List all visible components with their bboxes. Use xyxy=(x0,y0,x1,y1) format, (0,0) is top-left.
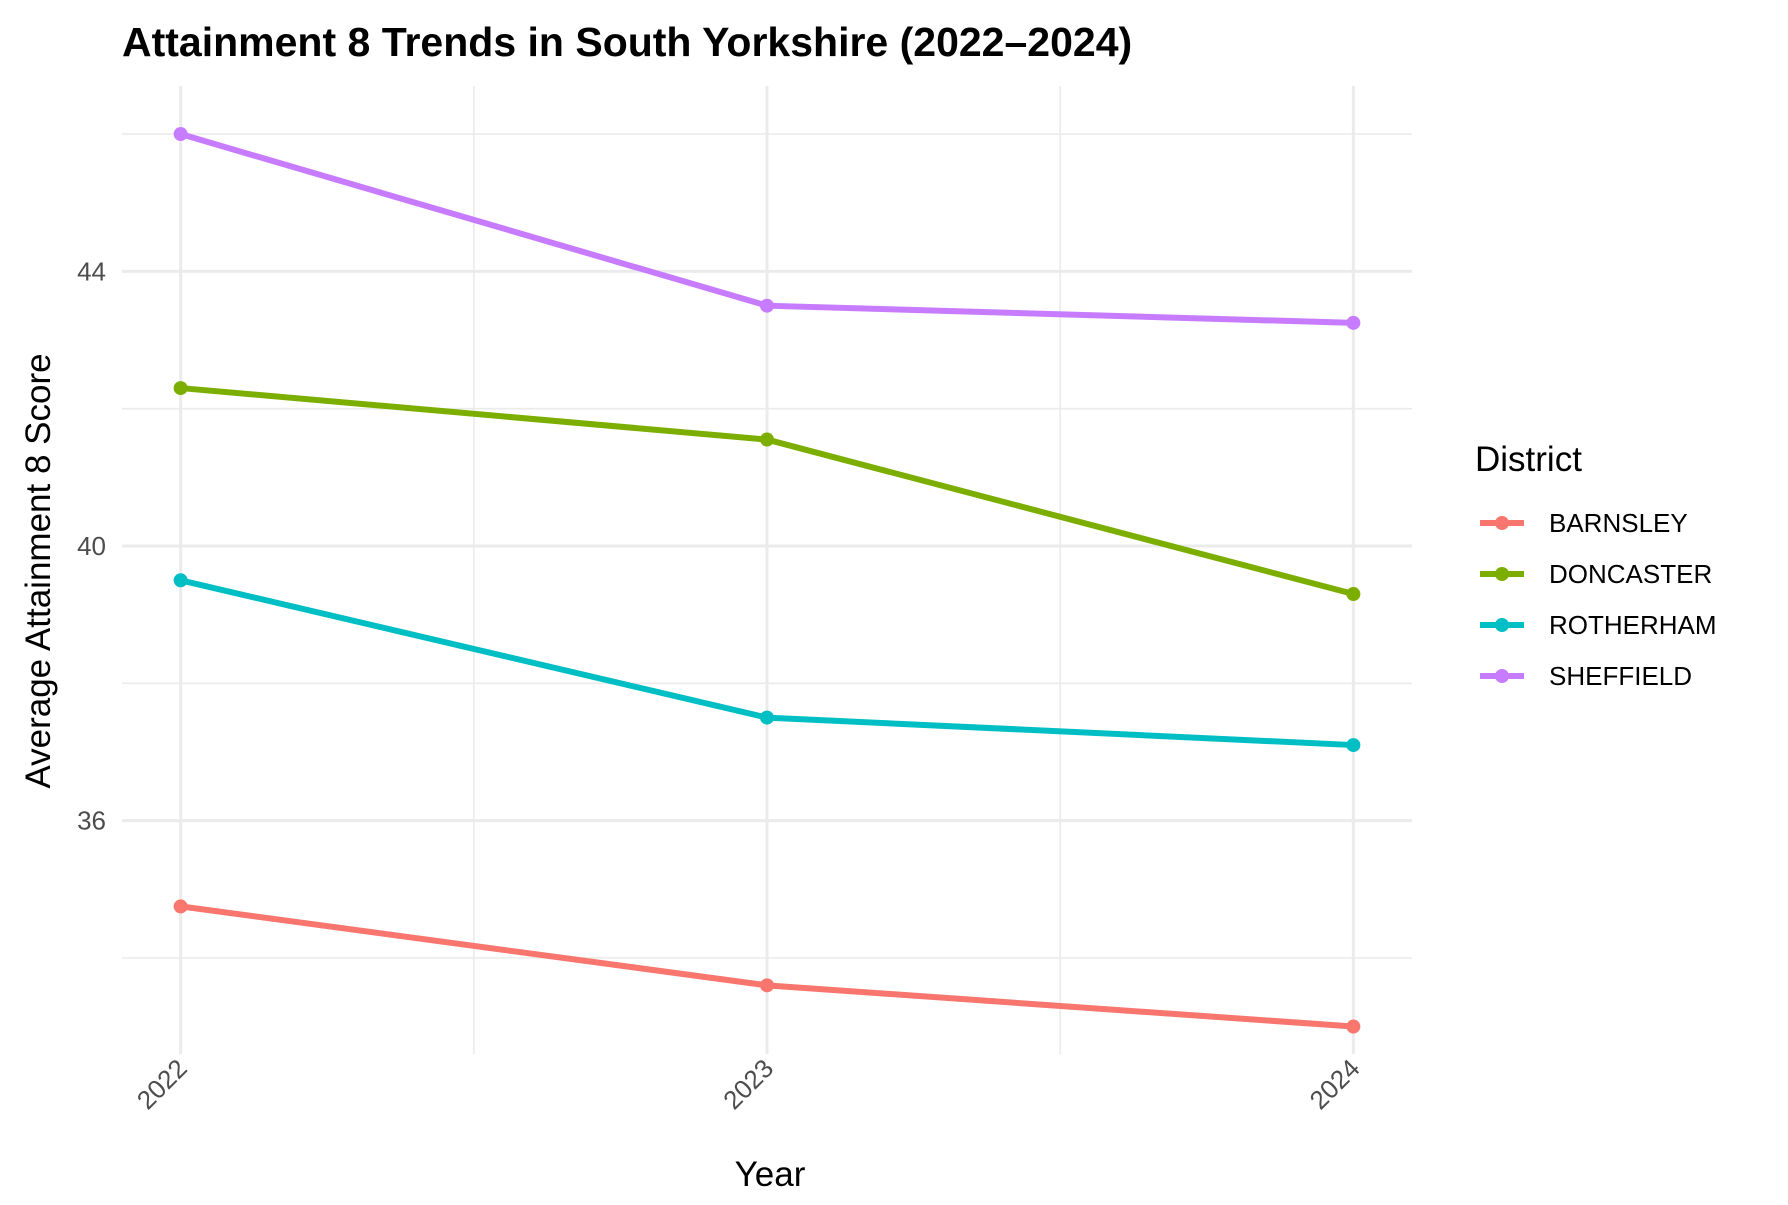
legend-key-point xyxy=(1495,516,1509,530)
data-point-sheffield xyxy=(760,298,774,313)
legend-item-barnsley: BARNSLEY xyxy=(1480,508,1688,538)
y-tick-label: 44 xyxy=(77,256,106,286)
x-axis-ticks: 2022 2023 2024 xyxy=(131,1053,1366,1115)
y-axis-title: Average Attainment 8 Score xyxy=(19,353,58,788)
legend-label: DONCASTER xyxy=(1549,559,1712,589)
legend-label: BARNSLEY xyxy=(1549,508,1688,538)
data-point-doncaster xyxy=(173,381,188,396)
data-point-sheffield xyxy=(173,127,188,142)
series-group xyxy=(173,127,1361,1034)
legend-item-sheffield: SHEFFIELD xyxy=(1480,661,1692,691)
series-rotherham xyxy=(173,573,1361,753)
y-tick-label: 36 xyxy=(77,806,106,836)
x-tick-label: 2024 xyxy=(1303,1053,1365,1115)
legend-item-doncaster: DONCASTER xyxy=(1480,559,1712,589)
data-point-barnsley xyxy=(760,978,774,993)
data-point-rotherham xyxy=(760,710,774,725)
legend-title: District xyxy=(1475,440,1582,479)
chart-title: Attainment 8 Trends in South Yorkshire (… xyxy=(122,19,1132,65)
data-point-barnsley xyxy=(1346,1019,1361,1034)
data-point-doncaster xyxy=(1346,587,1361,602)
x-axis-title: Year xyxy=(735,1155,806,1194)
data-point-barnsley xyxy=(173,899,188,914)
series-sheffield xyxy=(173,127,1361,330)
x-tick-label: 2023 xyxy=(717,1053,779,1115)
legend: District BARNSLEY DONCASTER ROTHERHAM SHEFF… xyxy=(1475,440,1717,691)
legend-key-point xyxy=(1495,618,1509,632)
legend-label: SHEFFIELD xyxy=(1549,661,1692,691)
data-point-rotherham xyxy=(173,573,188,588)
legend-label: ROTHERHAM xyxy=(1549,610,1717,640)
legend-item-rotherham: ROTHERHAM xyxy=(1480,610,1717,640)
grid xyxy=(122,86,1412,1054)
legend-key-point xyxy=(1495,669,1509,683)
series-barnsley xyxy=(173,899,1361,1034)
legend-key-point xyxy=(1495,567,1509,581)
y-tick-label: 40 xyxy=(77,531,106,561)
data-point-sheffield xyxy=(1346,315,1361,330)
y-axis-ticks: 36 40 44 xyxy=(77,256,106,835)
x-tick-label: 2022 xyxy=(131,1053,193,1115)
data-point-rotherham xyxy=(1346,738,1361,753)
series-doncaster xyxy=(173,381,1361,602)
data-point-doncaster xyxy=(760,432,774,447)
legend-items: BARNSLEY DONCASTER ROTHERHAM SHEFFIELD xyxy=(1480,508,1717,691)
